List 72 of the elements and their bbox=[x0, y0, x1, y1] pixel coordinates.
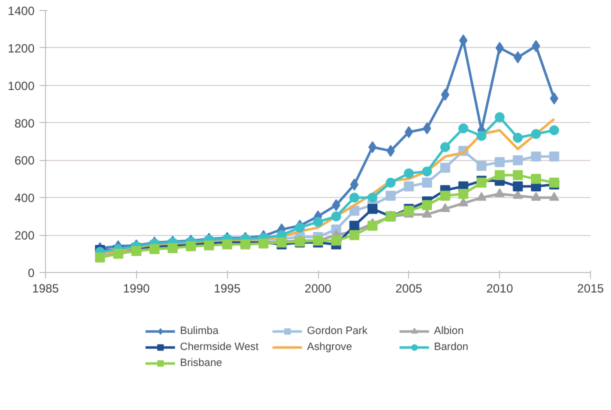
y-tick-label: 1200 bbox=[8, 41, 35, 56]
point bbox=[404, 168, 414, 178]
point bbox=[150, 244, 160, 254]
x-tick-label: 1985 bbox=[32, 282, 60, 296]
y-tick-label: 800 bbox=[14, 116, 35, 130]
point bbox=[512, 170, 523, 180]
point bbox=[422, 122, 432, 134]
point bbox=[368, 204, 378, 214]
point bbox=[532, 40, 540, 52]
point bbox=[422, 208, 432, 218]
point bbox=[476, 160, 486, 171]
point bbox=[168, 243, 178, 254]
x-tick-label: 2015 bbox=[577, 282, 604, 296]
point bbox=[331, 211, 342, 222]
y-tick-label: 200 bbox=[14, 228, 35, 243]
point bbox=[531, 174, 541, 184]
x-tick-label: 1990 bbox=[122, 282, 150, 296]
point bbox=[404, 181, 414, 192]
point bbox=[368, 220, 378, 231]
point bbox=[476, 130, 486, 141]
point bbox=[512, 190, 523, 199]
point bbox=[349, 192, 360, 203]
y-tick-label: 1000 bbox=[8, 78, 35, 93]
point bbox=[440, 142, 450, 152]
legend-label: Gordon Park bbox=[307, 324, 368, 338]
y-tick-label: 1400 bbox=[8, 4, 35, 18]
point bbox=[494, 170, 505, 180]
point bbox=[368, 141, 377, 154]
legend-label: Bulimba bbox=[180, 324, 220, 338]
point bbox=[294, 222, 305, 233]
x-tick-label: 2005 bbox=[395, 282, 423, 296]
point bbox=[386, 178, 396, 188]
point bbox=[368, 192, 378, 203]
point bbox=[422, 178, 432, 188]
x-tick-label: 2010 bbox=[486, 282, 514, 296]
legend-label: Albion bbox=[434, 324, 465, 338]
point bbox=[531, 129, 541, 140]
point bbox=[349, 220, 360, 231]
point bbox=[422, 166, 432, 176]
point bbox=[458, 198, 468, 206]
point bbox=[549, 151, 560, 162]
point bbox=[422, 200, 432, 210]
point bbox=[313, 216, 323, 227]
y-tick-label: 400 bbox=[14, 191, 35, 206]
point bbox=[440, 203, 450, 212]
point bbox=[440, 190, 450, 201]
y-tick-label: 600 bbox=[14, 154, 35, 168]
point bbox=[531, 151, 541, 162]
point bbox=[494, 112, 505, 122]
point bbox=[494, 157, 505, 168]
legend-label: Chermside West bbox=[180, 340, 260, 354]
point bbox=[512, 181, 523, 192]
legend-label: Bardon bbox=[434, 340, 470, 354]
point bbox=[458, 188, 468, 199]
point bbox=[331, 236, 342, 246]
point bbox=[386, 190, 396, 201]
x-tick-label: 1995 bbox=[214, 282, 241, 296]
point bbox=[512, 132, 523, 143]
point bbox=[476, 192, 486, 201]
point bbox=[512, 155, 523, 166]
y-tick-label: 0 bbox=[28, 266, 35, 280]
legend-label: Ashgrove bbox=[307, 340, 354, 354]
point bbox=[458, 123, 468, 134]
point bbox=[349, 230, 360, 240]
point bbox=[531, 192, 541, 201]
point bbox=[131, 246, 142, 256]
point bbox=[549, 192, 560, 201]
point bbox=[494, 188, 505, 197]
legend-label: Brisbane bbox=[180, 356, 224, 370]
x-tick-label: 2000 bbox=[304, 282, 332, 296]
point bbox=[440, 162, 450, 173]
point bbox=[549, 125, 560, 136]
